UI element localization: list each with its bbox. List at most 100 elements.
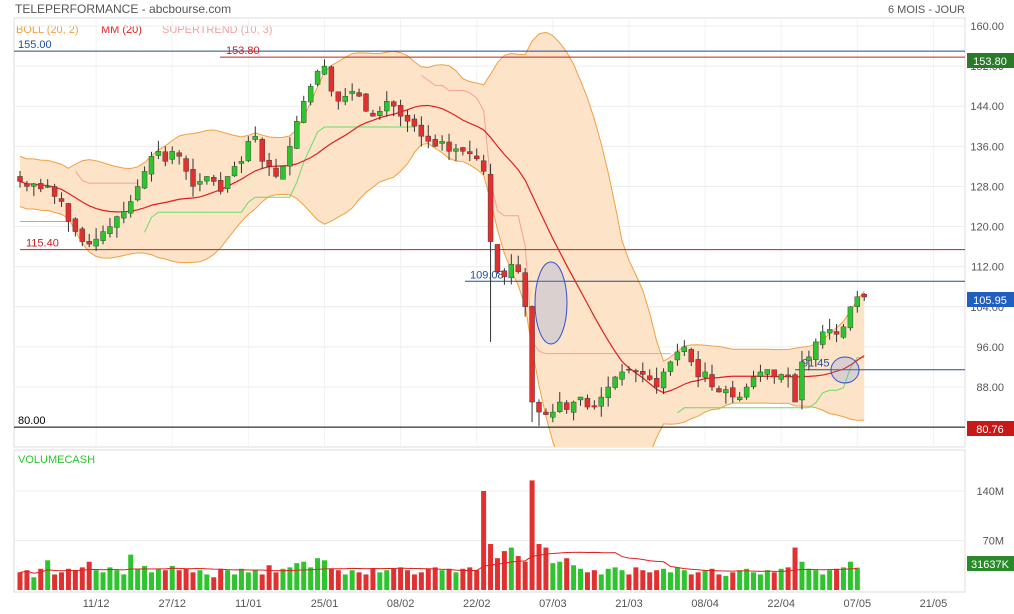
candle: [785, 374, 791, 378]
candle: [667, 361, 674, 372]
candle: [716, 388, 722, 393]
supertrend-line: [20, 74, 865, 414]
volume-bar: [142, 565, 148, 590]
candle: [287, 146, 293, 167]
volume-bar: [176, 570, 182, 590]
volume-bar: [716, 574, 722, 590]
candle: [494, 244, 501, 272]
candle: [660, 371, 667, 389]
date-tick-label: 22/04: [767, 598, 795, 610]
volume-bar: [522, 561, 528, 590]
high-line-price-box: 153.80: [967, 53, 1014, 68]
volume-bar: [86, 561, 92, 590]
volume-bar: [439, 570, 445, 590]
candle: [197, 181, 203, 185]
candle: [252, 136, 258, 140]
volume-bar: [31, 577, 37, 590]
volume-bar: [688, 574, 694, 590]
svg-text:80.76: 80.76: [976, 424, 1004, 436]
price-tick-label: 136.00: [970, 141, 1004, 153]
candle: [474, 155, 480, 160]
volume-bar: [38, 568, 44, 590]
highlight-ellipse: [534, 261, 568, 345]
volume-bar: [238, 568, 244, 590]
volume-bar: [474, 570, 480, 590]
candle: [467, 151, 473, 155]
candle: [460, 147, 466, 152]
volume-bar: [273, 572, 279, 590]
candle: [86, 241, 92, 245]
candle: [377, 111, 383, 116]
candle: [335, 91, 342, 102]
volume-bar: [605, 568, 611, 590]
candle: [38, 183, 44, 190]
volume-bar: [661, 568, 667, 590]
candle: [861, 293, 867, 298]
candle: [688, 349, 694, 363]
volume-bar: [820, 574, 826, 590]
candle: [231, 166, 238, 177]
volume-bar: [702, 570, 708, 590]
candle: [563, 402, 570, 410]
volume-bar: [349, 570, 355, 590]
candle: [439, 141, 445, 144]
supertrend-segment: [677, 357, 865, 414]
volume-bar: [501, 551, 507, 590]
candle: [280, 166, 286, 180]
volume-bar: [598, 574, 604, 590]
volume-bar: [730, 572, 736, 590]
candle: [107, 226, 113, 234]
volume-bar: [294, 563, 300, 590]
candle: [653, 378, 660, 388]
candle: [259, 138, 265, 162]
period-label: 6 MOIS - JOUR: [888, 4, 965, 16]
volume-bar: [564, 558, 570, 590]
candle: [17, 176, 23, 182]
volume-bar: [840, 567, 846, 590]
volume-bar: [557, 561, 563, 590]
volume-bar: [384, 570, 390, 590]
price-panel: [13, 17, 966, 448]
volume-bar: [494, 558, 500, 590]
mm-line: [19, 104, 865, 394]
candle: [799, 361, 805, 401]
legend-boll: BOLL (20, 2): [16, 24, 79, 36]
candle: [155, 151, 162, 156]
date-tick-label: 21/03: [615, 598, 643, 610]
volume-bar: [723, 575, 729, 590]
candle: [121, 211, 127, 219]
candle: [550, 411, 556, 418]
candle: [148, 156, 155, 175]
candle: [619, 371, 625, 380]
candle: [647, 375, 653, 380]
volume-bar: [813, 570, 819, 590]
volume-bar: [647, 572, 653, 590]
volume-bar: [59, 572, 65, 590]
moving-average-line: [19, 104, 865, 394]
volume-title: VOLUMECASH: [18, 454, 95, 466]
candle: [432, 139, 438, 147]
volume-bar: [252, 570, 258, 590]
volume-bar: [328, 568, 334, 590]
candle: [508, 263, 515, 279]
volume-bar: [391, 568, 397, 590]
volume-bar: [432, 567, 438, 590]
volume-bar: [667, 572, 673, 590]
volume-bar: [674, 567, 680, 590]
candle: [584, 398, 591, 408]
volume-bar: [854, 567, 860, 590]
volume-bar: [17, 572, 23, 590]
volume-bar: [100, 572, 106, 590]
volume-bar: [280, 568, 286, 590]
candle: [72, 218, 79, 232]
supertrend-segment: [144, 126, 415, 233]
level-label: 155.00: [18, 39, 52, 51]
candle: [183, 158, 189, 172]
candle: [370, 112, 376, 117]
price-tick-label: 160.00: [970, 21, 1004, 33]
candle: [820, 331, 826, 345]
volume-bar: [225, 570, 231, 590]
volume-bar: [72, 570, 78, 590]
volume-bar: [744, 568, 750, 590]
candle: [411, 118, 418, 127]
